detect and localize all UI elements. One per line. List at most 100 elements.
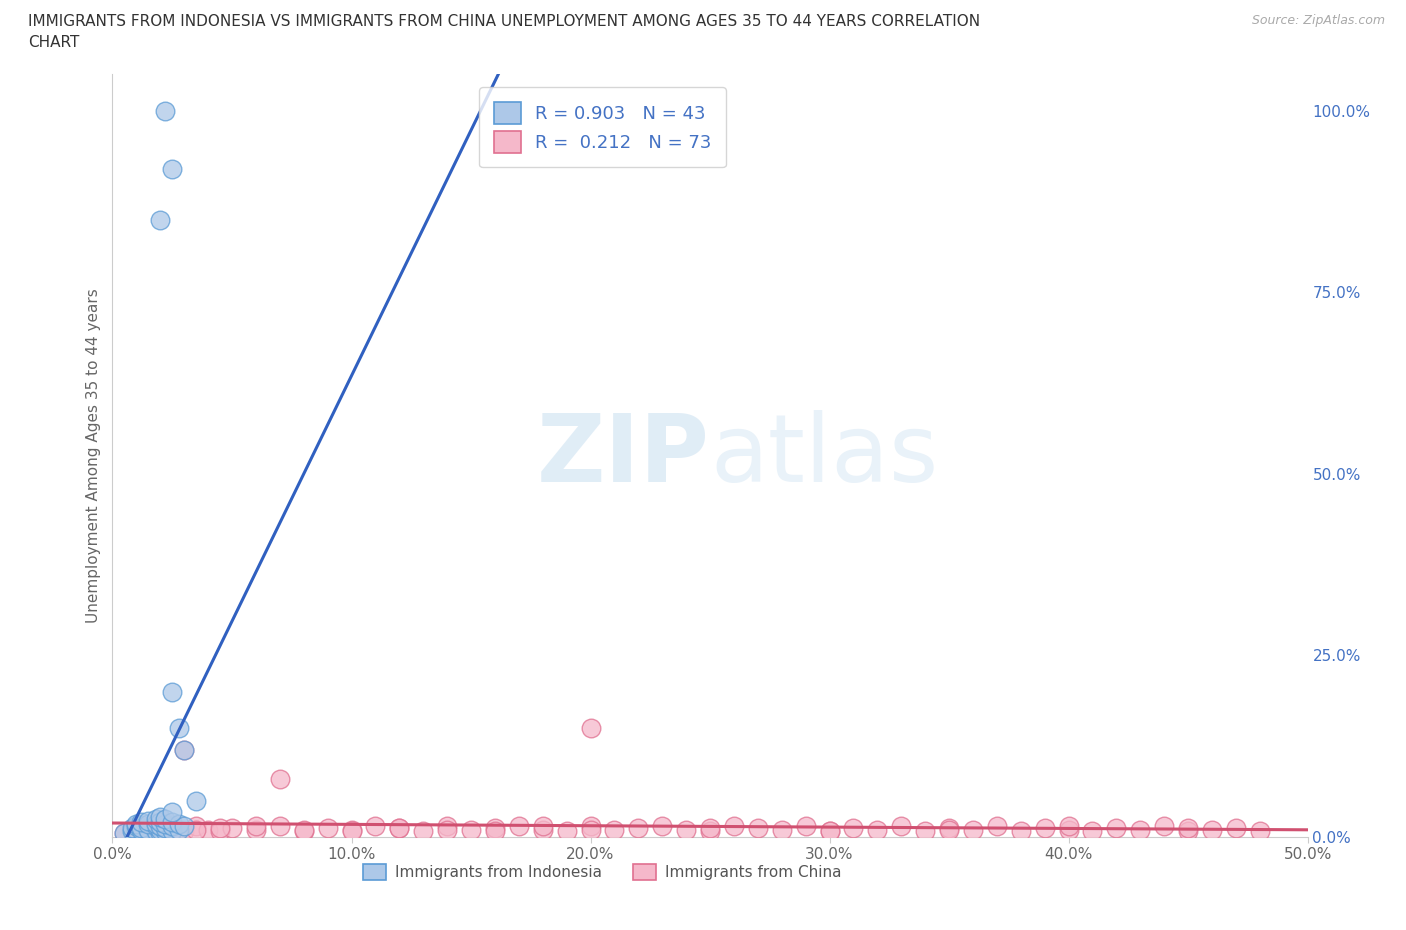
- Point: [153, 103, 176, 118]
- Point: [153, 821, 176, 836]
- Point: [121, 821, 143, 836]
- Point: [436, 818, 458, 833]
- Point: [866, 822, 889, 837]
- Point: [162, 818, 183, 833]
- Point: [651, 818, 673, 833]
- Point: [138, 814, 160, 829]
- Point: [579, 818, 602, 833]
- Point: [162, 815, 183, 830]
- Point: [209, 821, 232, 836]
- Text: CHART: CHART: [28, 35, 80, 50]
- Point: [269, 772, 291, 787]
- Point: [292, 822, 315, 837]
- Point: [723, 818, 745, 833]
- Point: [484, 821, 506, 836]
- Point: [531, 818, 554, 833]
- Text: atlas: atlas: [710, 410, 938, 501]
- Point: [138, 824, 160, 839]
- Point: [699, 824, 721, 839]
- Point: [114, 826, 135, 841]
- Point: [1033, 821, 1056, 836]
- Point: [388, 821, 411, 836]
- Point: [890, 818, 912, 833]
- Point: [125, 822, 148, 837]
- Point: [145, 817, 167, 831]
- Point: [818, 824, 841, 839]
- Point: [388, 821, 411, 836]
- Point: [173, 742, 195, 757]
- Point: [153, 817, 176, 831]
- Point: [149, 826, 172, 841]
- Point: [129, 822, 152, 837]
- Point: [162, 822, 183, 837]
- Point: [145, 811, 167, 826]
- Point: [508, 818, 530, 833]
- Point: [153, 824, 176, 839]
- Point: [129, 824, 152, 839]
- Point: [1105, 821, 1128, 836]
- Point: [145, 824, 167, 839]
- Point: [138, 826, 160, 841]
- Point: [138, 818, 160, 833]
- Point: [316, 821, 339, 836]
- Point: [579, 822, 602, 837]
- Legend: Immigrants from Indonesia, Immigrants from China: Immigrants from Indonesia, Immigrants fr…: [357, 858, 848, 886]
- Point: [1010, 824, 1032, 839]
- Point: [1153, 818, 1175, 833]
- Text: Source: ZipAtlas.com: Source: ZipAtlas.com: [1251, 14, 1385, 27]
- Point: [340, 824, 363, 839]
- Point: [962, 822, 984, 837]
- Point: [555, 824, 578, 839]
- Point: [460, 822, 482, 837]
- Point: [603, 822, 626, 837]
- Point: [149, 821, 172, 836]
- Point: [138, 824, 160, 839]
- Point: [938, 821, 960, 836]
- Point: [125, 822, 148, 837]
- Point: [149, 815, 172, 830]
- Point: [209, 824, 232, 839]
- Point: [153, 811, 176, 826]
- Point: [627, 821, 650, 836]
- Point: [245, 818, 267, 833]
- Point: [186, 822, 208, 837]
- Point: [169, 817, 191, 831]
- Point: [1057, 822, 1080, 837]
- Point: [121, 824, 143, 839]
- Point: [269, 818, 291, 833]
- Text: IMMIGRANTS FROM INDONESIA VS IMMIGRANTS FROM CHINA UNEMPLOYMENT AMONG AGES 35 TO: IMMIGRANTS FROM INDONESIA VS IMMIGRANTS …: [28, 14, 980, 29]
- Point: [129, 815, 152, 830]
- Point: [169, 822, 191, 837]
- Point: [129, 821, 152, 836]
- Point: [1225, 821, 1247, 836]
- Point: [1249, 824, 1271, 839]
- Point: [986, 818, 1008, 833]
- Point: [162, 684, 183, 699]
- Point: [436, 822, 458, 837]
- Y-axis label: Unemployment Among Ages 35 to 44 years: Unemployment Among Ages 35 to 44 years: [86, 288, 101, 623]
- Point: [699, 821, 721, 836]
- Point: [149, 818, 172, 833]
- Point: [938, 822, 960, 837]
- Point: [186, 818, 208, 833]
- Point: [1177, 824, 1199, 839]
- Text: ZIP: ZIP: [537, 410, 710, 501]
- Point: [169, 721, 191, 736]
- Point: [145, 826, 167, 841]
- Point: [1081, 824, 1104, 839]
- Point: [149, 822, 172, 837]
- Point: [114, 826, 135, 841]
- Point: [412, 824, 434, 839]
- Point: [794, 818, 817, 833]
- Point: [173, 818, 195, 833]
- Point: [292, 824, 315, 839]
- Point: [173, 742, 195, 757]
- Point: [125, 818, 148, 833]
- Point: [364, 818, 387, 833]
- Point: [245, 822, 267, 837]
- Point: [162, 804, 183, 819]
- Point: [125, 817, 148, 831]
- Point: [149, 809, 172, 824]
- Point: [914, 824, 936, 839]
- Point: [770, 822, 793, 837]
